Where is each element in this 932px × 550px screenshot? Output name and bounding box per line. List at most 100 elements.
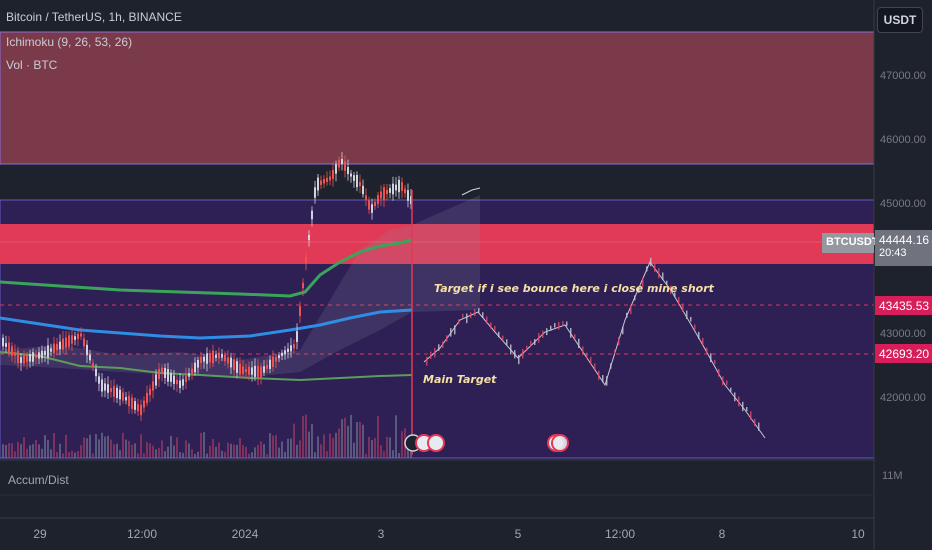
candle-body <box>386 189 388 195</box>
volume-bar <box>89 434 91 458</box>
volume-bar <box>365 453 367 458</box>
candle-body <box>389 188 391 193</box>
projected-candle <box>638 286 640 293</box>
candle-body <box>296 331 298 342</box>
volume-bar <box>74 452 76 458</box>
main-target-note: Main Target <box>423 373 497 386</box>
candle-body <box>272 356 274 367</box>
volume-bar <box>203 432 205 458</box>
projected-candle <box>494 325 496 331</box>
volume-bar <box>368 436 370 458</box>
volume-bar <box>5 444 7 458</box>
volume-bar <box>41 448 43 458</box>
volume-bar <box>179 452 181 458</box>
candle-body <box>20 357 22 363</box>
candle-body <box>146 392 148 404</box>
candle-body <box>74 336 76 340</box>
projected-candle <box>462 313 464 318</box>
projected-candle <box>634 295 636 301</box>
candle-body <box>242 366 244 374</box>
volume-bar <box>26 448 28 458</box>
volume-bar <box>308 431 310 458</box>
projected-candle <box>734 392 736 402</box>
volume-bar <box>386 436 388 458</box>
red-band <box>0 224 874 264</box>
projected-candle <box>630 304 632 315</box>
volume-bar <box>323 434 325 458</box>
candle-body <box>356 174 358 188</box>
volume-bar <box>344 417 346 458</box>
candle-body <box>38 352 40 359</box>
projected-candle <box>574 334 576 339</box>
candle-body <box>137 404 139 412</box>
candle-body <box>236 361 238 373</box>
projected-candle <box>498 331 500 338</box>
volume-bar <box>242 445 244 458</box>
candle-body <box>353 175 355 181</box>
projected-candle <box>606 376 608 386</box>
candle-body <box>152 381 154 391</box>
candle-body <box>230 357 232 368</box>
projected-candle <box>754 418 756 426</box>
volume-bar <box>218 442 220 458</box>
volume-bar <box>17 441 19 458</box>
volume-bar <box>293 423 295 458</box>
volume-bar <box>134 443 136 458</box>
volume-bar <box>35 439 37 458</box>
candle-body <box>158 368 160 380</box>
volume-bar <box>338 428 340 458</box>
candle-body <box>317 177 319 191</box>
projected-candle <box>522 348 524 359</box>
volume-bar <box>2 444 4 458</box>
candle-body <box>50 348 52 352</box>
candle-body <box>92 363 94 367</box>
projected-candle <box>450 328 452 337</box>
blue-ma <box>0 308 413 340</box>
volume-bar <box>128 440 130 458</box>
volume-bar <box>170 435 172 458</box>
volume-bar <box>236 444 238 458</box>
ichimoku-legend[interactable]: Ichimoku (9, 26, 53, 26) <box>6 35 133 49</box>
volume-legend[interactable]: Vol · BTC <box>6 58 58 72</box>
currency-button[interactable]: USDT <box>877 7 923 33</box>
volume-bar <box>251 452 253 458</box>
volume-bar <box>332 437 334 458</box>
projected-candle <box>438 344 440 351</box>
candle-body <box>197 359 199 368</box>
candle-body <box>191 368 193 374</box>
candle-body <box>398 179 400 193</box>
projected-candle <box>678 297 680 306</box>
candle-body <box>155 374 157 386</box>
candle-body <box>221 353 223 358</box>
candle-body <box>245 368 247 373</box>
event-icons <box>404 434 569 452</box>
volume-bar <box>116 443 118 458</box>
symbol-title[interactable]: Bitcoin / TetherUS, 1h, BINANCE <box>6 10 182 24</box>
volume-bar <box>245 446 247 458</box>
price-tick: 43000.00 <box>880 328 926 340</box>
projected-candle <box>478 308 480 313</box>
volume-bar <box>341 419 343 458</box>
candle-body <box>128 395 130 407</box>
volume-bar <box>272 435 274 458</box>
candle-body <box>287 348 289 352</box>
volume-bar <box>119 450 121 458</box>
projected-candle <box>758 422 760 431</box>
projected-candle <box>670 285 672 295</box>
candle-body <box>194 362 196 373</box>
candle-body <box>284 350 286 355</box>
volume-bar <box>98 439 100 458</box>
projected-candle <box>694 324 696 330</box>
accum-dist-label[interactable]: Accum/Dist <box>8 473 69 487</box>
volume-bar <box>44 435 46 458</box>
candle-body <box>29 353 31 362</box>
volume-bar <box>32 444 34 458</box>
projected-candle <box>674 292 676 298</box>
candle-body <box>149 388 151 396</box>
projected-candle <box>510 344 512 355</box>
target-note: Target if i see bounce here i close mine… <box>434 282 714 295</box>
volume-bar <box>296 444 298 458</box>
candle-body <box>62 338 64 350</box>
candle-body <box>47 345 49 358</box>
